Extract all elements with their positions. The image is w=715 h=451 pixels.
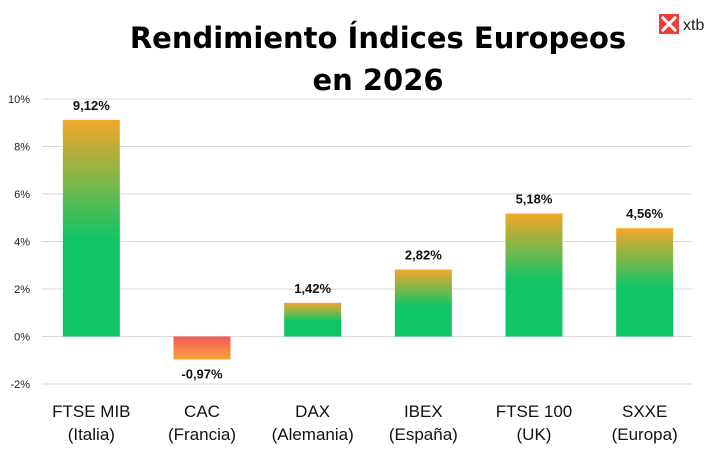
y-tick-label: 10% [8,94,30,106]
category-label: (Italia) [68,425,115,444]
xtb-logo-text: xtb [683,17,704,34]
bar [616,228,674,337]
bar-value-label: 4,56% [626,206,663,221]
y-tick-label: 6% [14,189,30,201]
chart-title-line-1: Rendimiento Índices Europeos [130,21,626,55]
y-tick-label: 2% [14,284,30,296]
category-label: IBEX [404,402,443,421]
category-label: (Europa) [612,425,678,444]
bar-value-label: -0,97% [181,367,223,382]
bar-value-label: 5,18% [516,191,553,206]
y-tick-label: 8% [14,142,30,154]
xtb-logo: xtb [659,14,704,34]
category-label: CAC [184,402,220,421]
bar [394,269,452,337]
bar-value-label: 2,82% [405,248,442,263]
category-label: (Francia) [168,425,236,444]
bar-value-label: 9,12% [73,98,110,113]
bar [284,302,342,337]
category-labels: FTSE MIB (Italia) CAC (Francia) DAX (Alemania… [52,402,678,444]
bars [62,119,674,360]
chart-title-line-2: en 2026 [312,63,443,97]
category-label: (España) [389,425,458,444]
category-label: SXXE [622,402,667,421]
xtb-x-icon [659,14,679,34]
value-labels: 9,12% -0,97% 1,42% 2,82% 5,18% 4,56% [73,98,664,382]
grid-lines [42,98,692,385]
bar [62,119,120,337]
bar [505,213,563,337]
bar-value-label: 1,42% [294,281,331,296]
category-label: FTSE 100 [496,402,573,421]
y-tick-label: 0% [14,332,30,344]
y-tick-label: 4% [14,237,30,249]
category-label: (UK) [517,425,552,444]
bar [173,336,231,360]
category-label: DAX [295,402,330,421]
y-tick-label: -2% [10,379,30,391]
category-label: (Alemania) [272,425,354,444]
category-label: FTSE MIB [52,402,130,421]
y-axis-ticks: 10% 8% 6% 4% 2% 0% -2% [8,94,30,391]
